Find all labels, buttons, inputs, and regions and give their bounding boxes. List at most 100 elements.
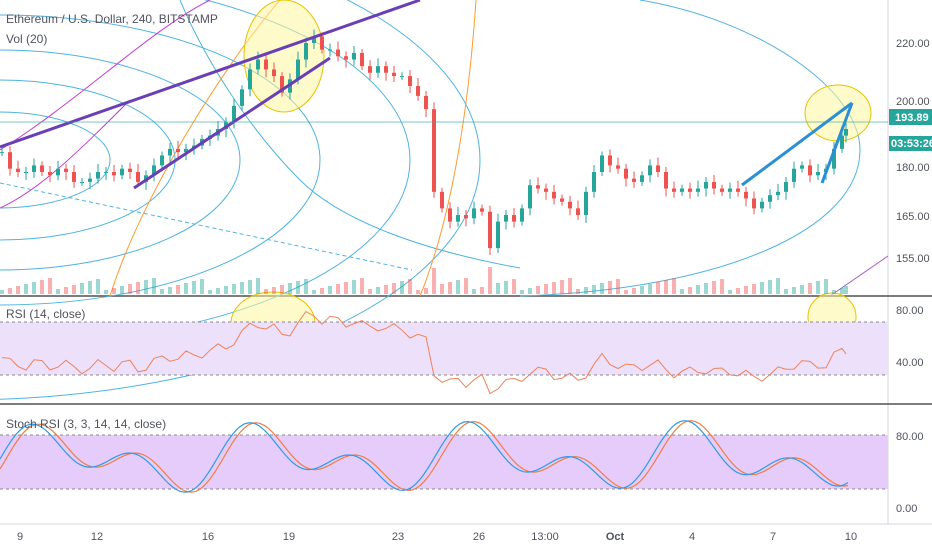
- volume-bar: [432, 268, 436, 294]
- candle-body: [320, 36, 324, 50]
- volume-bar: [80, 283, 84, 294]
- candle-body: [96, 172, 100, 179]
- volume-bar: [472, 289, 476, 294]
- volume-bar: [800, 285, 804, 294]
- last-price-value: 193.89: [895, 112, 929, 124]
- volume-bar: [312, 290, 316, 294]
- stoch-tick: 0.00: [896, 503, 917, 515]
- volume-bar: [400, 281, 404, 294]
- volume-bar: [240, 282, 244, 294]
- candle-body: [656, 165, 660, 172]
- stoch-d-line: [0, 420, 849, 493]
- volume-bar: [840, 288, 844, 294]
- volume-bar: [296, 281, 300, 294]
- volume-bar: [784, 289, 788, 294]
- volume-bar: [88, 281, 92, 294]
- price-tick: 155.00: [896, 253, 930, 265]
- volume-bar: [0, 290, 4, 294]
- volume-bar: [208, 290, 212, 294]
- countdown-value: 03:53:26: [891, 138, 932, 150]
- candle-body: [352, 52, 356, 60]
- volume-bar: [216, 288, 220, 294]
- volume-bar: [232, 284, 236, 294]
- volume-bar: [480, 287, 484, 294]
- rsi-line: [1, 310, 847, 395]
- fib-circle: [0, 0, 481, 400]
- candle-body: [368, 66, 372, 73]
- volume-bar: [808, 283, 812, 294]
- candle-body: [680, 188, 684, 192]
- candle-body: [160, 155, 164, 166]
- volume-bar: [776, 278, 780, 294]
- rsi-band: [0, 322, 888, 375]
- price-axis[interactable]: [888, 0, 932, 524]
- volume-bar: [736, 288, 740, 294]
- candle-body: [488, 211, 492, 249]
- candle-body: [272, 69, 276, 77]
- volume-bar: [256, 278, 260, 294]
- candle-body: [464, 215, 468, 219]
- volume-bar: [824, 279, 828, 294]
- candle-body: [512, 215, 516, 222]
- candle-body: [776, 191, 780, 196]
- volume-bar: [608, 281, 612, 294]
- candle-body: [800, 165, 804, 169]
- volume-bar: [176, 285, 180, 294]
- volume-bar: [120, 286, 124, 294]
- candle-body: [32, 165, 36, 172]
- countdown-badge: [889, 136, 932, 151]
- stoch-band: [0, 435, 888, 489]
- candle-body: [592, 172, 596, 192]
- stoch-rsi-pane[interactable]: [0, 420, 888, 493]
- candle-body: [712, 181, 716, 189]
- last-price-badge: [889, 109, 932, 125]
- volume-bar: [24, 284, 28, 294]
- candle-body: [152, 165, 156, 176]
- candle-body: [128, 168, 132, 172]
- candle-body: [632, 178, 636, 182]
- volume-bar: [264, 289, 268, 294]
- candle-body: [296, 59, 300, 80]
- time-tick: 7: [770, 531, 776, 543]
- volume-bar: [64, 287, 68, 294]
- volume-bar: [8, 288, 12, 294]
- volume-bar: [112, 288, 116, 294]
- candle-body: [496, 221, 500, 249]
- candle-body: [760, 201, 764, 209]
- candle-body: [0, 152, 4, 154]
- candle-body: [312, 36, 316, 43]
- fib-circle: [0, 111, 111, 209]
- volume-bar: [728, 290, 732, 294]
- wedge-lower: [820, 102, 854, 184]
- candle-body: [16, 168, 20, 172]
- candle-body: [736, 188, 740, 192]
- volume-bar: [688, 287, 692, 294]
- volume-bar: [328, 286, 332, 294]
- volume-bar: [576, 289, 580, 294]
- volume-bar: [816, 281, 820, 294]
- volume-bar: [520, 290, 524, 294]
- candle-body: [280, 76, 284, 93]
- volume-bar: [464, 278, 468, 294]
- volume-bar: [616, 279, 620, 294]
- volume-bar: [544, 284, 548, 294]
- price-tick: 200.00: [896, 96, 930, 108]
- volume-bar: [16, 286, 20, 294]
- candle-body: [176, 148, 180, 153]
- candle-body: [24, 172, 28, 173]
- magenta-arc: [0, 0, 211, 151]
- volume-bar: [592, 285, 596, 294]
- candle-body: [648, 165, 652, 176]
- rsi-pane[interactable]: [0, 310, 888, 395]
- volume-bar: [704, 283, 708, 294]
- highlight-ellipse: [243, 0, 325, 113]
- volume-bar: [224, 286, 228, 294]
- time-tick: 23: [392, 531, 404, 543]
- fib-circles[interactable]: [0, 0, 889, 400]
- candle-body: [624, 168, 628, 179]
- time-tick: 4: [689, 531, 695, 543]
- candle-body: [392, 72, 396, 77]
- candle-body: [48, 172, 52, 176]
- price-tick: 180.00: [896, 162, 930, 174]
